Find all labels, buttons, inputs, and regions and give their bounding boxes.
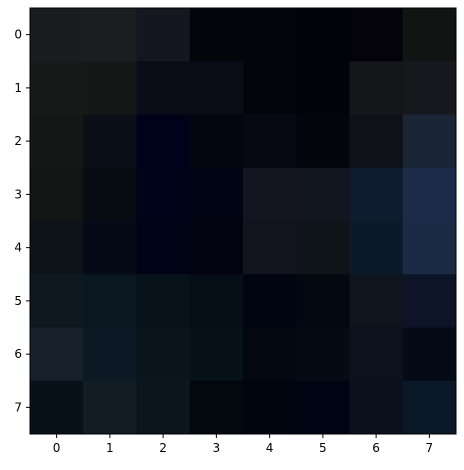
heatmap-cell-r4-c1 (83, 221, 137, 275)
heatmap-cell-r1-c6 (349, 61, 404, 115)
heatmap-cell-r0-c2 (136, 8, 191, 62)
y-tick-label-0: 0 (14, 28, 22, 42)
heatmap-cell-r0-c5 (296, 8, 350, 62)
heatmap-cell-r0-c1 (83, 8, 137, 62)
heatmap-cell-r0-c4 (243, 8, 297, 62)
heatmap-cell-r1-c2 (136, 61, 191, 115)
heatmap-cell-r0-c3 (189, 8, 244, 62)
heatmap-cells (30, 8, 457, 435)
y-tick-label-7: 7 (14, 400, 22, 414)
heatmap-cell-r7-c1 (83, 380, 137, 435)
heatmap-cell-r5-c5 (296, 274, 350, 328)
heatmap-cell-r7-c0 (30, 380, 84, 435)
heatmap-cell-r3-c2 (136, 167, 191, 222)
heatmap-cell-r5-c7 (402, 274, 457, 328)
heatmap-cell-r7-c3 (189, 380, 244, 435)
heatmap-cell-r3-c7 (402, 167, 457, 222)
heatmap-cell-r5-c0 (30, 274, 84, 328)
y-axis: 0 1 2 3 4 5 6 7 (14, 28, 30, 414)
x-tick-label-2: 2 (159, 441, 167, 455)
heatmap-cell-r2-c3 (189, 114, 244, 169)
heatmap-cell-r6-c2 (136, 327, 191, 382)
heatmap-cell-r7-c7 (402, 380, 457, 435)
x-tick-label-1: 1 (106, 441, 114, 455)
heatmap-cell-r5-c4 (243, 274, 297, 328)
heatmap-cell-r1-c0 (30, 61, 84, 115)
y-tick-label-1: 1 (14, 81, 22, 95)
heatmap-cell-r7-c2 (136, 380, 191, 435)
heatmap-cell-r2-c5 (296, 114, 350, 169)
x-tick-label-3: 3 (213, 441, 221, 455)
heatmap-cell-r2-c6 (349, 114, 404, 169)
heatmap-cell-r1-c1 (83, 61, 137, 115)
x-tick-label-5: 5 (319, 441, 327, 455)
heatmap-cell-r3-c6 (349, 167, 404, 222)
y-tick-label-2: 2 (14, 134, 22, 148)
heatmap-cell-r2-c4 (243, 114, 297, 169)
heatmap-cell-r5-c2 (136, 274, 191, 328)
heatmap-cell-r4-c0 (30, 221, 84, 275)
heatmap-cell-r7-c6 (349, 380, 404, 435)
heatmap-cell-r0-c7 (402, 8, 457, 62)
heatmap-cell-r6-c0 (30, 327, 84, 382)
heatmap-cell-r4-c6 (349, 221, 404, 275)
heatmap-cell-r2-c2 (136, 114, 191, 169)
heatmap-cell-r4-c4 (243, 221, 297, 275)
heatmap-cell-r4-c2 (136, 221, 191, 275)
heatmap-cell-r3-c0 (30, 167, 84, 222)
heatmap-cell-r6-c4 (243, 327, 297, 382)
heatmap-cell-r2-c7 (402, 114, 457, 169)
heatmap-cell-r3-c5 (296, 167, 350, 222)
heatmap-cell-r6-c7 (402, 327, 457, 382)
heatmap-cell-r5-c3 (189, 274, 244, 328)
heatmap-cell-r3-c4 (243, 167, 297, 222)
x-axis: 0 1 2 3 4 5 6 7 (53, 434, 433, 455)
heatmap-cell-r1-c7 (402, 61, 457, 115)
heatmap-cell-r5-c6 (349, 274, 404, 328)
y-tick-label-5: 5 (14, 294, 22, 308)
heatmap-cell-r4-c5 (296, 221, 350, 275)
heatmap-cell-r3-c1 (83, 167, 137, 222)
x-tick-label-6: 6 (372, 441, 380, 455)
heatmap-cell-r2-c1 (83, 114, 137, 169)
heatmap-cell-r6-c1 (83, 327, 137, 382)
heatmap-cell-r6-c5 (296, 327, 350, 382)
x-tick-label-0: 0 (53, 441, 61, 455)
y-tick-label-6: 6 (14, 347, 22, 361)
heatmap-cell-r6-c3 (189, 327, 244, 382)
heatmap-cell-r1-c3 (189, 61, 244, 115)
heatmap-cell-r5-c1 (83, 274, 137, 328)
y-tick-label-3: 3 (14, 187, 22, 201)
heatmap-cell-r1-c5 (296, 61, 350, 115)
heatmap-cell-r0-c6 (349, 8, 404, 62)
heatmap-cell-r7-c5 (296, 380, 350, 435)
x-tick-label-7: 7 (426, 441, 434, 455)
heatmap-cell-r4-c7 (402, 221, 457, 275)
plot-frame (29, 7, 457, 435)
y-tick-label-4: 4 (14, 241, 22, 255)
heatmap-cell-r6-c6 (349, 327, 404, 382)
heatmap-cell-r3-c3 (189, 167, 244, 222)
heatmap-cell-r0-c0 (30, 8, 84, 62)
x-tick-label-4: 4 (266, 441, 274, 455)
heatmap-cell-r4-c3 (189, 221, 244, 275)
heatmap-cell-r1-c4 (243, 61, 297, 115)
heatmap-cell-r7-c4 (243, 380, 297, 435)
heatmap-cell-r2-c0 (30, 114, 84, 169)
